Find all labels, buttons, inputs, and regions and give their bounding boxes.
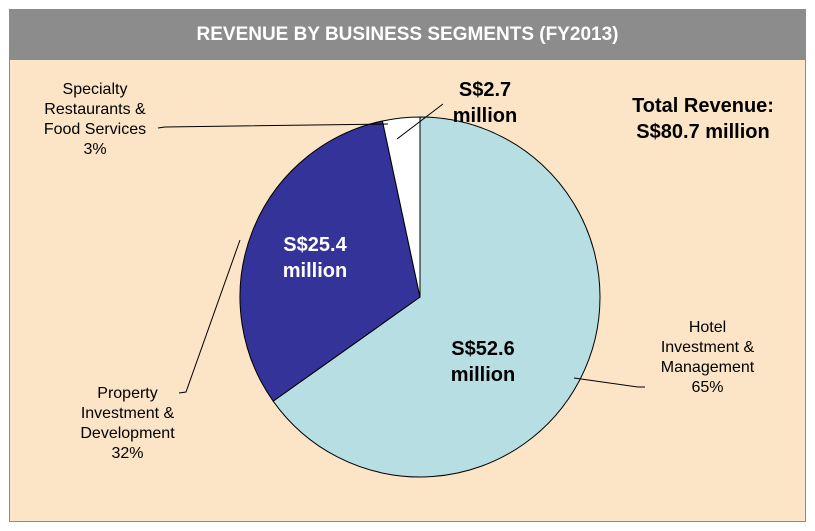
percentage-label: 65% (691, 379, 724, 396)
data-label: S$25.4 million (282, 234, 348, 282)
category-label: Hotel Investment & Management (660, 319, 755, 376)
annotation: Total Revenue: (632, 95, 774, 117)
pie-slice (239, 120, 421, 402)
leader-line (157, 123, 389, 129)
pie-slice (272, 116, 601, 478)
category-label: Specialty Restaurants & Food Services (43, 81, 147, 138)
annotation: S$80.7 million (636, 121, 770, 143)
pie-slice (381, 116, 421, 298)
data-label: S$2.7 million (452, 79, 518, 127)
leader-line (396, 103, 444, 140)
leader-line (573, 377, 645, 388)
percentage-label: 3% (83, 141, 107, 158)
category-label: Property Investment & Development (80, 385, 175, 442)
percentage-label: 32% (111, 445, 144, 462)
leader-lines (157, 103, 645, 394)
leader-line (178, 239, 241, 394)
data-label: S$52.6 million (450, 338, 516, 386)
chart-title: REVENUE BY BUSINESS SEGMENTS (FY2013) (10, 10, 805, 60)
